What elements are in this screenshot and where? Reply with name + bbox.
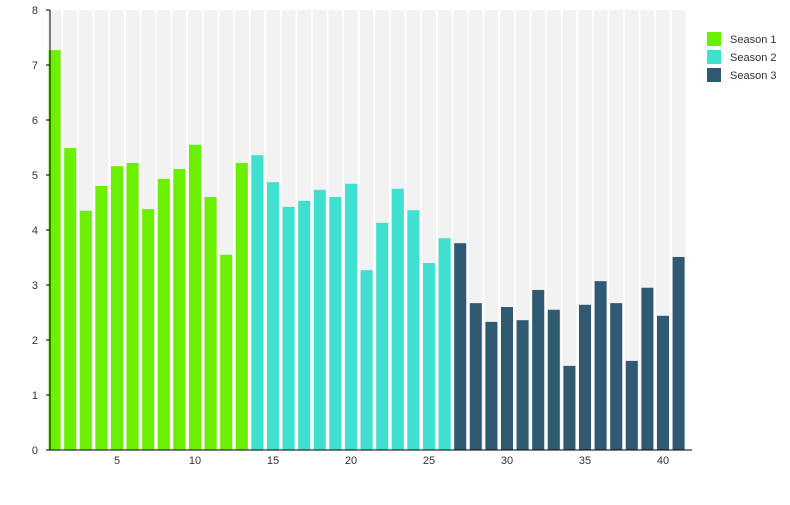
x-tick-label: 30 [501,455,513,467]
x-tick-label: 15 [267,455,279,467]
y-tick-label: 3 [32,280,38,292]
bar [469,303,482,450]
bars [48,50,685,451]
bar [391,188,404,450]
bar [360,270,373,450]
x-tick-label: 10 [189,455,201,467]
legend-swatch [707,32,721,46]
bar [672,256,685,450]
bar [251,155,264,450]
y-tick-label: 0 [32,445,38,457]
bar [485,321,498,450]
bar [407,210,420,450]
x-tick-label: 40 [657,455,669,467]
bar [126,162,139,450]
bar [345,183,357,451]
bar [282,206,295,450]
legend: Season 1 Season 2 Season 3 [707,32,776,82]
bar [438,238,451,450]
legend-swatch [707,50,721,64]
bar [64,148,77,451]
axes: 0 1 2 3 4 5 6 7 8 5 10 15 20 25 30 35 40 [32,5,692,467]
x-tick-label: 35 [579,455,591,467]
bar [220,254,233,450]
legend-swatch [707,68,721,82]
y-tick-label: 8 [32,5,38,17]
y-tick-label: 6 [32,115,38,127]
bar [516,320,529,450]
legend-label: Season 2 [730,52,776,64]
x-tick-label: 20 [345,455,357,467]
bar [579,304,591,450]
bar [204,197,217,450]
bar [594,281,607,450]
bar [79,210,92,450]
y-tick-label: 5 [32,170,38,182]
legend-label: Season 1 [730,34,776,46]
bar [189,144,201,450]
bar [657,315,669,450]
bar [547,309,560,450]
bar [313,189,326,450]
bar-background [562,10,577,450]
bar [641,287,654,450]
bar [610,303,623,450]
bar [157,178,170,450]
y-tick-label: 4 [32,225,38,237]
y-tick-label: 2 [32,335,38,347]
x-tick-label: 5 [114,455,120,467]
bar [173,168,186,450]
bar-background [624,10,639,450]
bar [267,182,279,450]
bar [95,186,108,450]
bar [142,209,155,450]
bar [423,263,435,450]
legend-label: Season 3 [730,70,776,82]
bar [454,243,467,450]
bar [298,200,311,450]
y-tick-label: 1 [32,390,38,402]
bar [111,166,123,450]
bar [376,222,389,450]
bar [501,307,513,450]
bar [48,50,61,451]
bar [532,289,545,450]
bar [625,360,638,450]
bar [329,197,342,450]
bar [235,162,248,450]
bar [563,365,576,450]
y-tick-label: 7 [32,60,38,72]
x-tick-label: 25 [423,455,435,467]
